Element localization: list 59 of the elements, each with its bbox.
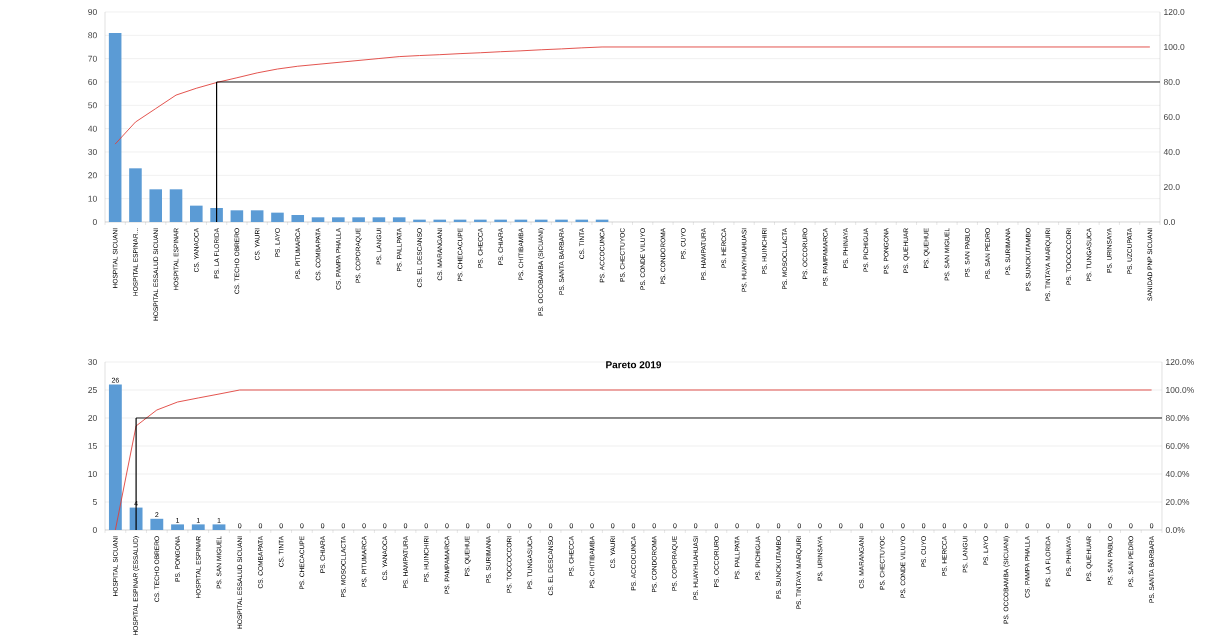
bar [212, 524, 226, 530]
chart-title: Pareto 2019 [606, 361, 662, 369]
y-tick-label: 5 [92, 499, 97, 505]
y2-tick-label: 20.0% [1165, 498, 1190, 505]
bar [191, 524, 205, 530]
y-tick-label: 0 [92, 526, 97, 533]
bar [332, 217, 345, 222]
bar [129, 168, 142, 222]
y2-tick-label: 20.0 [1163, 183, 1180, 190]
bar [534, 219, 548, 222]
bar [555, 219, 568, 222]
y-tick-label: 30 [88, 148, 97, 155]
y-tick-label: 15 [88, 443, 97, 449]
y-tick-label: 60 [88, 78, 97, 85]
y2-tick-label: 0.0% [1165, 526, 1185, 533]
y2-tick-label: 120.0 [1164, 8, 1185, 15]
bar [271, 212, 284, 222]
y2-tick-label: 100.0 [1164, 43, 1185, 50]
bar [108, 32, 122, 222]
y-tick-label: 10 [88, 195, 97, 202]
y-tick-label: 40 [88, 125, 97, 132]
bar [494, 219, 507, 222]
bar [413, 219, 426, 222]
y-tick-label: 25 [88, 387, 97, 393]
bar [575, 219, 589, 222]
bar [169, 189, 183, 222]
bar [291, 214, 305, 222]
bar [210, 207, 223, 222]
y-tick-label: 0 [92, 218, 97, 225]
y2-tick-label: 40.0 [1163, 148, 1180, 155]
y-tick-label: 80 [88, 32, 97, 39]
y2-tick-label: 0.0 [1163, 218, 1175, 225]
bar [372, 217, 386, 222]
bar [230, 210, 244, 222]
y2-tick-label: 60.0 [1163, 113, 1180, 120]
bar [190, 205, 203, 222]
bar [108, 384, 122, 530]
y2-tick-label: 100.0% [1166, 386, 1194, 393]
y-tick-label: 20 [88, 172, 97, 179]
y-tick-label: 70 [88, 55, 97, 62]
bar [150, 518, 164, 530]
bar [352, 217, 365, 222]
bar [474, 219, 487, 222]
bar [392, 217, 406, 222]
y2-tick-label: 80.0% [1165, 414, 1190, 421]
bar [250, 210, 264, 222]
y2-tick-label: 60.0% [1165, 442, 1190, 449]
bar [171, 524, 184, 530]
y2-tick-label: 120.0% [1166, 358, 1194, 365]
y-tick-label: 50 [88, 102, 97, 109]
bar [149, 189, 163, 222]
bar [311, 217, 325, 222]
y-tick-label: 90 [88, 8, 97, 15]
y-tick-label: 30 [88, 359, 97, 365]
y2-tick-label: 80.0 [1163, 78, 1180, 85]
y2-tick-label: 40.0% [1165, 470, 1190, 477]
y-tick-label: 20 [88, 415, 97, 421]
bar [433, 219, 447, 222]
y-tick-label: 10 [88, 471, 97, 477]
